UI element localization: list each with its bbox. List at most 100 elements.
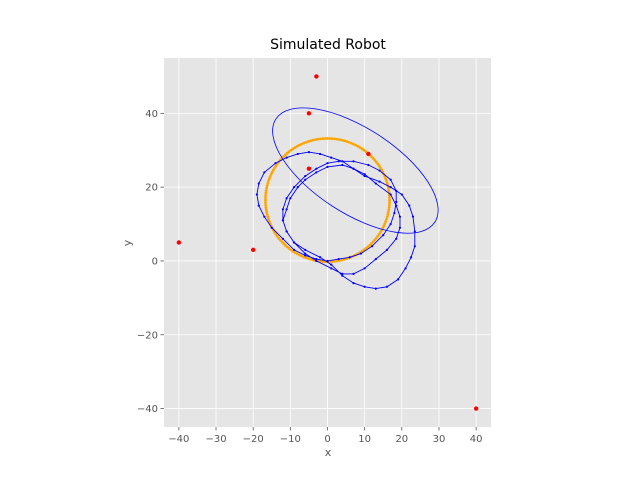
true-path-point <box>264 193 268 197</box>
estimated-path-point <box>274 162 277 165</box>
true-path-point <box>321 260 325 263</box>
true-path-point <box>264 189 268 192</box>
estimated-path-point <box>341 160 344 163</box>
true-path-point <box>362 148 366 152</box>
y-tick-label: 0 <box>152 256 158 267</box>
true-path-point <box>366 245 370 249</box>
estimated-path-point <box>292 241 296 244</box>
true-path-point <box>377 164 381 168</box>
x-tick-label: −40 <box>168 434 189 445</box>
estimated-path-point <box>292 248 296 251</box>
estimated-path-point <box>359 252 363 255</box>
true-path-point <box>381 226 385 230</box>
true-path-point <box>289 148 293 152</box>
true-path-point <box>333 259 337 263</box>
estimated-path-point <box>413 230 416 233</box>
true-path-point <box>360 147 364 151</box>
x-tick-label: 20 <box>395 434 408 445</box>
estimated-path-point <box>304 174 307 178</box>
true-path-point <box>387 208 391 212</box>
true-path-point <box>382 224 386 228</box>
estimated-path-point <box>395 237 398 240</box>
estimated-path-point <box>398 226 402 229</box>
estimated-path-point <box>367 163 370 167</box>
true-path-point <box>311 138 315 142</box>
true-path-point <box>297 143 301 147</box>
estimated-path-point <box>285 230 288 233</box>
true-path-point <box>385 181 389 185</box>
estimated-path-point <box>385 248 389 251</box>
true-path-point <box>387 189 391 192</box>
x-tick-label: 40 <box>470 434 483 445</box>
x-tick-label: 0 <box>324 434 330 445</box>
y-axis-label: y <box>121 239 134 246</box>
true-path-point <box>380 168 384 172</box>
estimated-path-point <box>352 167 355 170</box>
true-path-point <box>323 137 327 140</box>
true-path-point <box>384 177 388 181</box>
true-path-point <box>349 141 353 145</box>
true-path-point <box>377 232 381 236</box>
estimated-path-point <box>374 258 377 261</box>
true-path-point <box>282 242 286 246</box>
estimated-path-point <box>341 163 344 167</box>
estimated-path-point <box>281 208 285 211</box>
estimated-path-point <box>330 156 333 159</box>
estimated-path-point <box>413 245 416 248</box>
estimated-path-point <box>285 156 288 159</box>
y-tick-label: −20 <box>137 330 158 341</box>
true-path-point <box>387 205 391 209</box>
estimated-path-point <box>304 248 307 251</box>
true-path-point <box>285 151 289 155</box>
true-path-point <box>364 150 368 154</box>
estimated-path-point <box>257 204 260 207</box>
true-path-point <box>364 247 368 250</box>
y-tick-label: 20 <box>145 183 158 194</box>
true-path-point <box>293 146 297 149</box>
estimated-path-point <box>374 287 377 290</box>
landmark-point <box>314 74 319 79</box>
estimated-path-point <box>315 171 318 174</box>
estimated-path-point <box>281 219 285 222</box>
estimated-path-point <box>326 259 329 263</box>
true-path-point <box>274 232 278 236</box>
estimated-path-point <box>326 165 329 168</box>
y-tick-label: −40 <box>137 404 158 415</box>
estimated-path-point <box>318 256 322 259</box>
true-path-point <box>267 179 270 183</box>
estimated-path-point <box>370 245 374 248</box>
estimated-path-point <box>404 267 407 270</box>
x-axis-ticks: −40 −30 −20 −10 0 10 20 30 40 <box>168 427 483 445</box>
true-path-point <box>302 255 306 259</box>
true-path-point <box>306 257 310 261</box>
true-path-point <box>313 138 317 142</box>
true-path-point <box>278 238 282 242</box>
true-path-point <box>291 147 295 151</box>
estimated-path-point <box>395 189 398 192</box>
x-tick-label: 30 <box>433 434 446 445</box>
true-path-point <box>384 219 388 223</box>
true-path-point <box>268 175 272 178</box>
true-path-point <box>335 137 339 141</box>
true-path-point <box>283 243 287 247</box>
estimated-path-point <box>389 178 392 181</box>
true-path-point <box>297 253 301 257</box>
true-path-point <box>333 137 337 141</box>
estimated-path-point <box>318 152 322 156</box>
true-path-point <box>356 144 360 148</box>
landmark-point <box>306 111 312 116</box>
estimated-path-point <box>326 162 329 165</box>
true-path-point <box>358 146 362 149</box>
estimated-path-point <box>378 180 381 183</box>
true-path-point <box>388 201 391 204</box>
estimated-path-point <box>400 193 403 196</box>
true-path-point <box>369 155 373 158</box>
true-path-point <box>283 153 287 157</box>
estimated-path-point <box>389 186 392 189</box>
true-path-point <box>340 258 344 262</box>
estimated-path-point <box>389 193 392 196</box>
true-path-point <box>265 213 269 216</box>
true-path-point <box>275 234 279 238</box>
true-path-point <box>300 254 303 258</box>
true-path-point <box>304 140 308 144</box>
